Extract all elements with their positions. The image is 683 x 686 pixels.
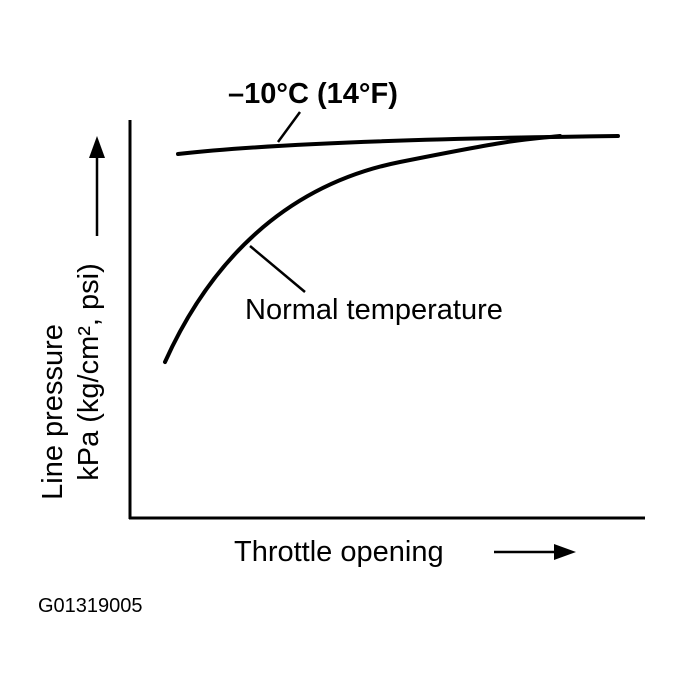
normal-label: Normal temperature: [245, 294, 503, 326]
normal-curve: [163, 134, 562, 364]
figure-id: G01319005: [38, 595, 143, 617]
cold-leader: [276, 111, 302, 143]
normal-leader: [249, 245, 306, 293]
y-arrowhead: [89, 136, 105, 158]
y-axis-unit: kPa (kg/cm², psi): [73, 263, 105, 481]
x-axis-label: Throttle opening: [234, 536, 444, 568]
y-axis-label: Line pressure: [37, 324, 69, 500]
cold-label: –10°C (14°F): [228, 78, 398, 110]
x-arrowhead: [554, 544, 576, 560]
